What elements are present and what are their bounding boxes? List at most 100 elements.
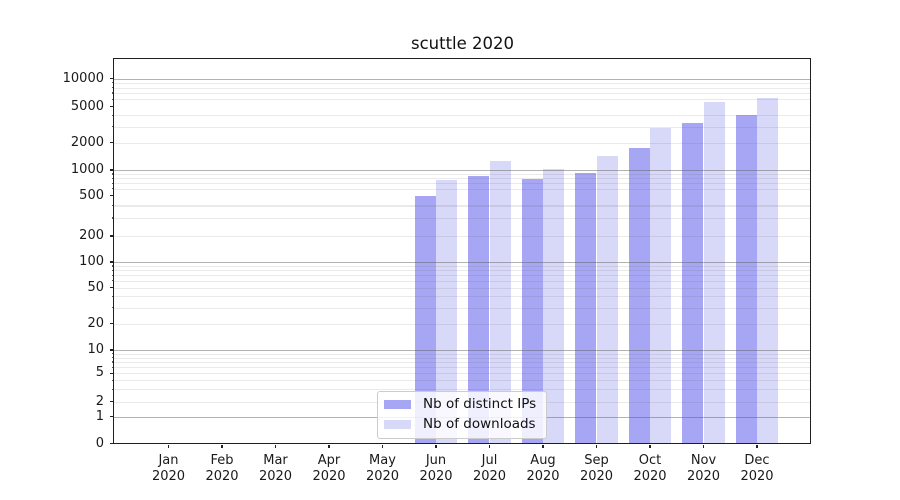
chart-title: scuttle 2020 — [410, 34, 515, 53]
legend-label: Nb of distinct IPs — [423, 396, 537, 413]
y-minor-tick-mark — [111, 274, 114, 276]
gridline-minor — [114, 178, 811, 180]
gridline-minor — [114, 367, 811, 369]
x-tick-mark — [649, 444, 651, 449]
x-tick-mark — [274, 444, 277, 449]
gridline-minor — [114, 142, 811, 144]
y-minor-tick-mark — [111, 188, 114, 190]
x-tick-mark — [221, 444, 223, 449]
y-minor-tick-mark — [111, 295, 114, 297]
y-tick-label: 1 — [95, 408, 104, 424]
y-tick-mark — [110, 286, 114, 289]
y-minor-tick-mark — [111, 92, 114, 94]
y-minor-tick-mark — [111, 182, 114, 184]
x-tick-label-apr: Apr 2020 — [312, 453, 346, 484]
gridline-minor — [114, 380, 811, 382]
y-minor-tick-mark — [111, 177, 114, 179]
x-tick-mark — [595, 444, 598, 449]
x-tick-mark — [756, 444, 758, 449]
x-tick-mark — [381, 444, 384, 449]
y-tick-mark — [110, 105, 114, 108]
bar-downloads-sep — [596, 156, 618, 444]
y-tick-mark — [110, 169, 114, 171]
y-minor-tick-mark — [111, 366, 114, 368]
y-tick-mark — [110, 401, 114, 403]
y-minor-tick-mark — [111, 82, 114, 84]
legend-item: Nb of downloads — [384, 416, 538, 433]
legend-swatch-distinct-ips — [384, 400, 411, 410]
gridline-minor — [114, 270, 811, 272]
y-minor-tick-mark — [111, 361, 114, 363]
gridline-minor — [114, 188, 811, 190]
gridline-minor — [114, 389, 811, 391]
gridline-minor — [114, 287, 811, 289]
x-tick-label-jun: Jun 2020 — [419, 453, 453, 484]
bar-downloads-oct — [650, 128, 672, 444]
y-minor-tick-mark — [111, 217, 114, 219]
gridline-minor — [114, 265, 811, 268]
bar-downloads-nov — [703, 101, 725, 444]
y-minor-tick-mark — [111, 125, 114, 128]
legend-item: Nb of distinct IPs — [384, 396, 538, 413]
plot-frame — [113, 58, 811, 444]
y-minor-tick-mark — [111, 388, 114, 390]
bar-downloads-jul — [489, 161, 511, 444]
x-tick-mark — [542, 444, 544, 449]
y-minor-tick-mark — [111, 352, 114, 355]
x-tick-label-jul: Jul 2020 — [472, 453, 507, 484]
bar-distinct-ips-sep — [575, 172, 597, 444]
y-tick-label: 20 — [87, 315, 104, 331]
y-tick-label: 1000 — [70, 162, 104, 177]
bar-distinct-ips-jun — [414, 196, 436, 444]
gridline-minor — [114, 87, 811, 89]
gridline-major — [114, 78, 811, 80]
gridline-minor — [114, 205, 811, 207]
y-minor-tick-mark — [111, 114, 114, 116]
y-minor-tick-mark — [111, 269, 114, 271]
y-tick-label: 0 — [95, 435, 104, 451]
gridline-minor — [114, 99, 811, 101]
legend-label: Nb of downloads — [423, 415, 536, 432]
y-tick-mark — [110, 322, 114, 325]
y-tick-mark — [110, 442, 114, 445]
y-tick-mark — [110, 261, 114, 263]
y-tick-label: 10 — [87, 342, 104, 357]
x-tick-label-jan: Jan 2020 — [151, 453, 186, 484]
y-tick-label: 200 — [79, 228, 104, 243]
bar-distinct-ips-nov — [682, 123, 704, 444]
x-tick-label-oct: Oct 2020 — [633, 453, 667, 484]
gridline-minor — [114, 173, 811, 176]
gridline-minor — [114, 296, 811, 298]
gridline-major — [114, 262, 811, 264]
x-tick-mark — [328, 444, 330, 449]
bar-distinct-ips-aug — [521, 179, 543, 444]
x-tick-label-feb: Feb 2020 — [205, 453, 239, 484]
legend: Nb of distinct IPs Nb of downloads — [377, 390, 547, 439]
y-minor-tick-mark — [111, 86, 114, 89]
x-tick-label-mar: Mar 2020 — [258, 453, 293, 484]
bar-downloads-aug — [543, 168, 565, 444]
gridline-minor — [114, 82, 811, 84]
x-tick-label-aug: Aug 2020 — [526, 453, 560, 484]
gridline-minor — [114, 357, 811, 359]
bar-downloads-dec — [757, 97, 779, 444]
y-tick-label: 500 — [79, 187, 104, 203]
bar-distinct-ips-dec — [735, 115, 757, 444]
y-tick-mark — [110, 349, 114, 351]
gridline-minor — [114, 307, 811, 309]
bar-distinct-ips-jul — [468, 175, 490, 444]
y-tick-label: 100 — [79, 254, 104, 269]
y-tick-label: 5 — [95, 365, 104, 381]
gridline-major — [114, 350, 811, 352]
gridline-minor — [114, 92, 811, 95]
gridline-minor — [114, 280, 811, 282]
x-tick-label-dec: Dec 2020 — [740, 453, 774, 484]
x-tick-mark — [702, 444, 705, 449]
x-tick-label-may: May 2020 — [365, 453, 400, 484]
gridline-minor — [114, 361, 811, 364]
y-tick-label: 5000 — [70, 98, 104, 114]
gridline-major — [114, 170, 811, 172]
